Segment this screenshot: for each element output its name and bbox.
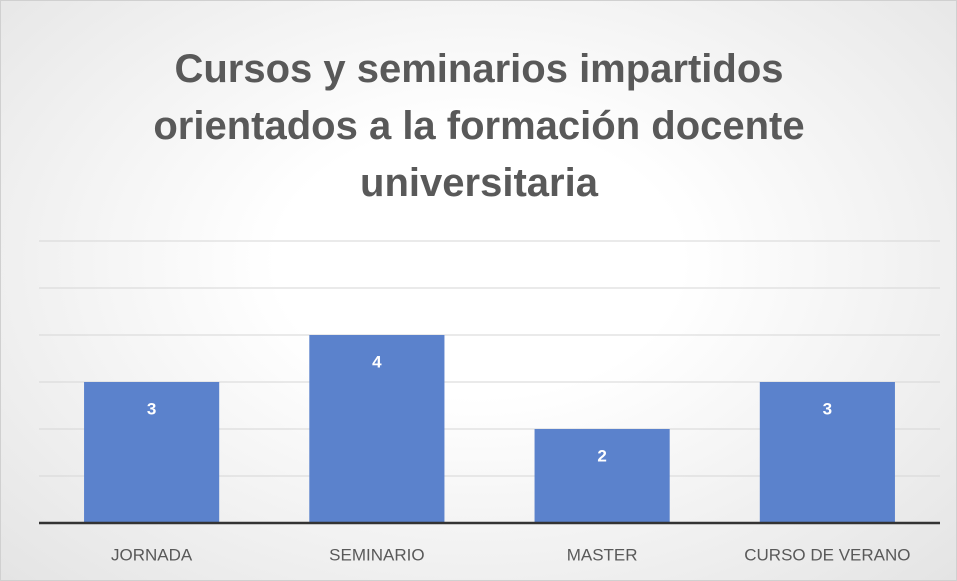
chart-title: Cursos y seminarios impartidos orientado… — [153, 47, 805, 205]
data-label: 3 — [823, 399, 832, 418]
bar — [309, 335, 445, 523]
data-label: 3 — [147, 399, 156, 418]
x-tick-label: SEMINARIO — [329, 545, 424, 564]
x-tick-label: CURSO DE VERANO — [744, 545, 910, 564]
x-tick-label: MASTER — [567, 545, 638, 564]
bar — [534, 429, 670, 523]
data-label: 4 — [372, 352, 382, 371]
bar — [759, 382, 895, 523]
data-label: 2 — [597, 446, 606, 465]
x-tick-label: JORNADA — [111, 545, 193, 564]
bar — [84, 382, 220, 523]
